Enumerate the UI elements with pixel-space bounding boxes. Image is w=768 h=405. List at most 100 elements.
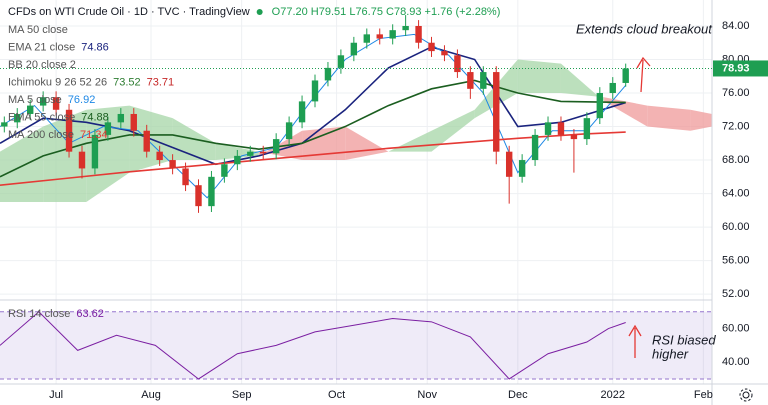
candle-body <box>441 51 448 56</box>
candle <box>531 129 539 166</box>
y-tick-label: 68.00 <box>722 154 750 166</box>
y-tick-label: 60.00 <box>722 221 750 233</box>
candle <box>247 145 254 162</box>
x-tick-label: Nov <box>417 389 437 401</box>
candle-body <box>311 80 319 102</box>
candle-body <box>117 113 125 123</box>
candle-body <box>247 151 254 156</box>
candle-body <box>298 101 306 123</box>
legend-value: 71.34 <box>80 129 108 141</box>
cloud-segment <box>604 97 648 127</box>
candle-body <box>493 72 500 152</box>
candle-body <box>52 97 60 110</box>
candle-body <box>78 151 86 169</box>
candle <box>557 116 565 141</box>
y-tick-label: 52.00 <box>722 288 750 300</box>
legend-quote: O77.20 H79.51 L76.75 C78.93 +1.76 (+2.28… <box>272 6 501 18</box>
x-tick-label: Aug <box>141 389 161 401</box>
arrow <box>636 56 651 93</box>
candle <box>389 24 396 45</box>
candle <box>208 170 215 213</box>
candle-body <box>143 130 150 152</box>
candle <box>234 150 241 171</box>
annotation: Extends cloud breakout <box>576 21 713 36</box>
candle <box>570 129 578 173</box>
candle <box>260 145 267 160</box>
candle-body <box>91 134 99 169</box>
candle <box>1 116 8 133</box>
legend-label: EMA 55 close <box>8 111 75 123</box>
candle <box>441 45 448 62</box>
axes: 52.0056.0060.0064.0068.0072.0076.0080.00… <box>0 20 768 401</box>
candle-body <box>39 97 47 106</box>
candle-body <box>570 134 578 140</box>
candle-body <box>234 155 241 165</box>
candle <box>415 20 422 49</box>
cloud-segment <box>517 59 561 94</box>
candle-body <box>337 55 345 68</box>
candle-body <box>65 109 73 152</box>
candle-body <box>285 122 293 140</box>
rsi-band <box>0 311 712 379</box>
cloud-segment <box>647 105 691 131</box>
legend: CFDs on WTI Crude Oil · 1D · TVC · Tradi… <box>8 6 500 320</box>
candle <box>337 49 345 74</box>
rsi-tick-label: 40.00 <box>722 356 750 368</box>
candle-body <box>557 122 565 135</box>
candle <box>544 116 552 141</box>
candle <box>156 145 163 166</box>
candle <box>182 162 189 192</box>
legend-value: 74.88 <box>81 111 109 123</box>
y-tick-label: 76.00 <box>722 87 750 99</box>
candle <box>583 112 591 145</box>
candle <box>505 145 513 204</box>
cloud-segment <box>0 126 44 202</box>
candle <box>221 158 228 183</box>
candle-body <box>182 168 189 186</box>
candle <box>52 91 60 116</box>
candle-body <box>27 105 34 114</box>
legend-value: 73.52 <box>113 76 141 88</box>
candle <box>376 28 383 45</box>
legend-value: 73.71 <box>147 76 175 88</box>
candle-body <box>324 67 332 81</box>
candle-body <box>389 30 396 39</box>
candle-body <box>544 122 552 135</box>
candle <box>195 179 202 213</box>
gear[interactable] <box>739 388 753 402</box>
candle-body <box>402 25 409 31</box>
candle <box>480 66 487 95</box>
annotation: RSI biased <box>652 332 716 347</box>
candle-body <box>350 42 358 56</box>
candle-body <box>467 72 474 89</box>
rsi-legend-label: RSI 14 close <box>8 308 70 320</box>
candle <box>493 66 500 165</box>
x-tick-label: Jul <box>49 389 63 401</box>
candle <box>454 49 461 78</box>
candle <box>14 108 21 129</box>
candle <box>311 74 319 108</box>
x-tick-label: Feb <box>694 389 713 401</box>
candle <box>363 28 370 49</box>
y-tick-label: 64.00 <box>722 187 750 199</box>
candle-body <box>505 151 513 177</box>
candle-body <box>208 176 215 207</box>
legend-label: MA 50 close <box>8 24 68 36</box>
settings-icon[interactable] <box>739 388 753 402</box>
candle <box>350 36 358 62</box>
candle-body <box>156 151 163 161</box>
legend-label: BB 20 close 2 <box>8 59 76 71</box>
candle <box>467 66 474 99</box>
candle-body <box>14 113 21 123</box>
cloud-segment <box>690 109 712 131</box>
x-tick-label: Sep <box>232 389 252 401</box>
last-price-box <box>713 60 768 77</box>
gear[interactable] <box>742 391 750 399</box>
candle-body <box>428 42 435 52</box>
cloud-segment <box>560 63 605 102</box>
candle-body <box>583 118 591 140</box>
legend-label: MA 5 close <box>8 94 62 106</box>
candle <box>104 116 112 141</box>
candle <box>39 91 47 112</box>
